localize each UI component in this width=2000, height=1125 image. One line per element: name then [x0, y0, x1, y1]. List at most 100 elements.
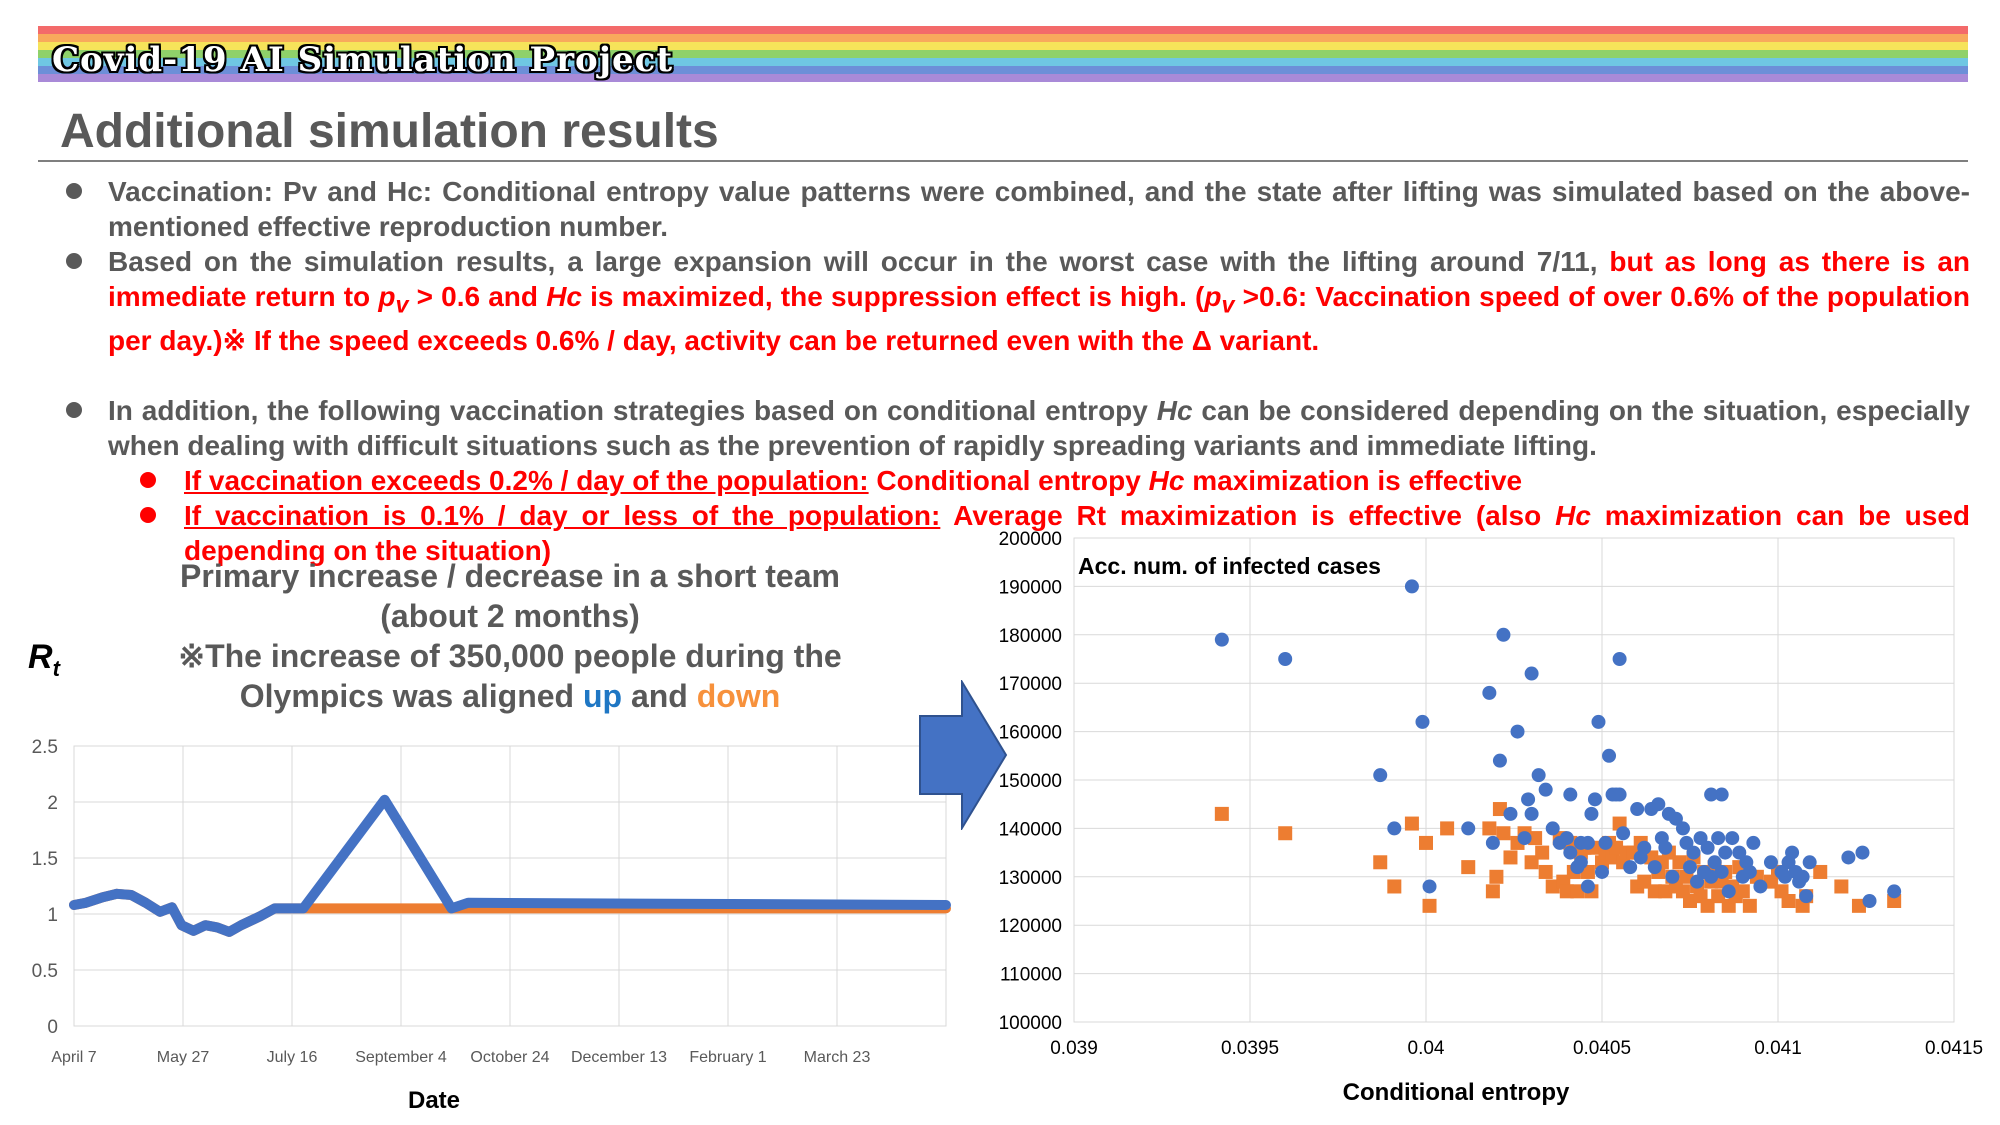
sub-bullet-condition: If vaccination exceeds 0.2% / day of the…	[184, 464, 869, 496]
scatter-square-point	[1559, 884, 1574, 899]
scatter-circle-point	[1510, 724, 1525, 739]
sub-bullet-item: If vaccination exceeds 0.2% / day of the…	[60, 463, 1970, 498]
scatter-circle-point	[1598, 835, 1613, 850]
x-tick-label: March 23	[804, 1049, 871, 1066]
rainbow-stripe	[38, 66, 1968, 74]
scatter-square-point	[1524, 855, 1539, 870]
scatter-circle-point	[1746, 835, 1761, 850]
hc-symbol: Hc	[1156, 394, 1193, 426]
y-tick-label: 120000	[999, 916, 1062, 937]
scatter-circle-point	[1711, 831, 1726, 846]
scatter-circle-point	[1799, 889, 1814, 904]
scatter-circle-point	[1531, 768, 1546, 783]
bullet-highlight: > 0.6 and	[416, 281, 539, 312]
bullet-list: Vaccination: Pv and Hc: Conditional entr…	[60, 174, 1970, 568]
scatter-circle-point	[1707, 855, 1722, 870]
bullet-highlight: >0.6: Vaccination speed of over 0.6% of …	[108, 281, 1971, 356]
scatter-circle-point	[1742, 864, 1757, 879]
y-tick-label: 100000	[999, 1013, 1062, 1034]
sub-bullet-text: Average Rt maximization is effective (al…	[940, 499, 1542, 531]
scatter-square-point	[1834, 879, 1849, 894]
caption-text: and	[630, 678, 688, 714]
caption-line: (about 2 months)	[380, 598, 640, 634]
scatter-circle-point	[1404, 579, 1419, 594]
y-tick-label: 0.5	[32, 961, 58, 982]
scatter-circle-point	[1690, 874, 1705, 889]
rainbow-stripe	[38, 26, 1968, 34]
scatter-square-point	[1496, 826, 1511, 841]
rainbow-stripe	[38, 34, 1968, 42]
y-tick-label: 180000	[999, 626, 1062, 647]
pv-subscript: v	[395, 291, 409, 318]
rt-subscript: t	[52, 655, 60, 681]
scatter-square-point	[1440, 821, 1455, 836]
x-tick-label: September 4	[355, 1049, 447, 1066]
x-tick-label: July 16	[267, 1049, 318, 1066]
pv-subscript: v	[1221, 291, 1235, 318]
sub-bullet-dot-icon	[140, 506, 156, 523]
scatter-square-point	[1485, 884, 1500, 899]
scatter-circle-point	[1647, 860, 1662, 875]
y-tick-label: 170000	[999, 674, 1062, 695]
x-tick-label: 0.039	[1050, 1038, 1098, 1059]
scatter-circle-point	[1721, 884, 1736, 899]
scatter-square-point	[1742, 898, 1757, 913]
scatter-square-point	[1711, 889, 1726, 904]
scatter-circle-point	[1559, 831, 1574, 846]
scatter-circle-point	[1485, 835, 1500, 850]
scatter-circle-point	[1602, 748, 1617, 763]
slide-title: Additional simulation results	[60, 105, 719, 158]
x-tick-label: 0.0415	[1925, 1038, 1983, 1059]
bullet-text: Based on the simulation results, a large…	[108, 246, 1598, 277]
bullet-item: In addition, the following vaccination s…	[60, 393, 1970, 463]
scatter-circle-point	[1753, 879, 1768, 894]
x-tick-label: 0.04	[1408, 1038, 1445, 1059]
sub-bullet-condition: If vaccination is 0.1% / day or less of …	[184, 499, 941, 531]
scatter-circle-point	[1214, 632, 1229, 647]
scatter-square-point	[1482, 821, 1497, 836]
x-tick-label: February 1	[689, 1049, 766, 1066]
scatter-circle-point	[1718, 845, 1733, 860]
pv-letter: p	[1204, 281, 1222, 312]
scatter-square-point	[1489, 869, 1504, 884]
scatter-circle-point	[1841, 850, 1856, 865]
x-tick-label: April 7	[51, 1049, 96, 1066]
caption-text: Olympics was aligned	[239, 678, 575, 714]
scatter-circle-point	[1630, 802, 1645, 817]
scatter-square-point	[1535, 845, 1550, 860]
scatter-circle-point	[1668, 811, 1683, 826]
scatter-circle-point	[1580, 835, 1595, 850]
sub-bullet-text: Conditional entropy	[868, 464, 1141, 496]
bullet-dot-icon	[66, 183, 82, 199]
scatter-circle-point	[1584, 806, 1599, 821]
bullet-dot-icon	[66, 253, 82, 269]
scatter-circle-point	[1422, 879, 1437, 894]
entropy-scatter-chart: 100000 110000 120000 130000 140000 150000 1600…	[999, 529, 1983, 1106]
pv-symbol: pv	[378, 281, 408, 318]
scatter-circle-point	[1675, 821, 1690, 836]
scatter-circle-point	[1623, 860, 1638, 875]
project-brand: Covid-19 AI Simulation Project	[52, 40, 674, 80]
scatter-square-point	[1404, 816, 1419, 831]
scatter-circle-point	[1704, 869, 1719, 884]
scatter-circle-point	[1538, 782, 1553, 797]
rainbow-stripe	[38, 58, 1968, 66]
scatter-circle-point	[1563, 845, 1578, 860]
scatter-circle-point	[1616, 826, 1631, 841]
scatter-circle-point	[1700, 840, 1715, 855]
x-tick-label: 0.0405	[1573, 1038, 1631, 1059]
rainbow-stripe	[38, 74, 1968, 82]
x-axis-title: Date	[408, 1087, 460, 1114]
scatter-square-point	[1528, 831, 1543, 846]
scatter-circle-point	[1580, 879, 1595, 894]
scatter-circle-point	[1704, 787, 1719, 802]
y-tick-label: 1.5	[32, 849, 58, 870]
scatter-square-point	[1637, 874, 1652, 889]
x-tick-label: December 13	[571, 1049, 667, 1066]
rainbow-banner	[38, 26, 1968, 90]
scatter-circle-point	[1591, 714, 1606, 729]
series-line	[69, 794, 951, 937]
scatter-circle-point	[1496, 627, 1511, 642]
scatter-circle-point	[1714, 864, 1729, 879]
x-tick-label: 0.041	[1754, 1038, 1802, 1059]
